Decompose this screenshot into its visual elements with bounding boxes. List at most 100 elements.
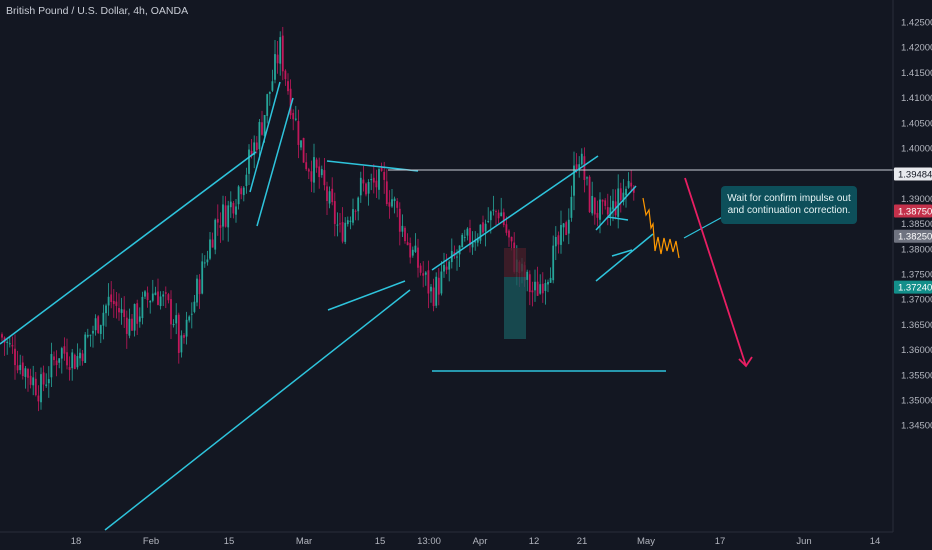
candle [131, 313, 133, 331]
candle [66, 338, 68, 370]
candle [133, 303, 136, 337]
candle [162, 291, 165, 307]
candle [352, 198, 354, 226]
time-tick-label: May [637, 536, 655, 547]
candle [89, 334, 92, 347]
channel-upper-trendline[interactable] [0, 151, 257, 345]
candle [424, 270, 427, 286]
candle [300, 140, 302, 151]
chart-drawings [0, 81, 932, 531]
candle [393, 196, 396, 214]
candle [198, 274, 201, 309]
candle [16, 350, 19, 374]
spike-wedge-line-1[interactable] [249, 81, 281, 193]
candle [266, 93, 269, 124]
candle [284, 69, 287, 86]
svg-text:1.39484: 1.39484 [898, 170, 932, 181]
candle [401, 214, 404, 237]
candle [248, 144, 250, 186]
chart-title: British Pound / U.S. Dollar, 4h, OANDA [6, 5, 189, 17]
time-axis[interactable]: 18 Feb 15 Mar 15 13:00 Apr 12 21 May 17 Jun 14 [0, 531, 893, 547]
candle [302, 137, 305, 163]
candle [97, 315, 100, 335]
flag-lower-line[interactable] [595, 233, 654, 282]
candle [136, 299, 139, 335]
chart-annotation[interactable]: Wait for confirm impulse out and continu… [721, 186, 857, 224]
candle [437, 268, 440, 306]
candle [567, 208, 570, 245]
candle [141, 291, 144, 325]
time-tick-label: 17 [715, 536, 726, 547]
candle [185, 311, 188, 345]
spike-wedge-line-2[interactable] [256, 97, 294, 227]
bearish-arrow-shaft[interactable] [684, 177, 747, 367]
price-label-red: 1.38750 [894, 204, 932, 218]
time-tick-label: Jun [796, 536, 811, 547]
time-tick-label: 14 [870, 536, 881, 547]
april-ascending-trendline[interactable] [431, 155, 599, 271]
position-stop-zone[interactable] [504, 248, 526, 277]
candle [268, 91, 271, 106]
candle [219, 212, 222, 243]
candle [81, 349, 84, 366]
candle [341, 207, 344, 244]
annotation-connector [683, 213, 729, 239]
candle [578, 156, 581, 178]
candle [279, 31, 282, 76]
price-label-white: 1.39484 [894, 167, 932, 181]
candle [372, 164, 375, 194]
candle [34, 371, 37, 397]
candle [151, 279, 154, 303]
candle [175, 303, 178, 335]
candle [183, 333, 185, 344]
candle [331, 177, 334, 206]
candle [622, 179, 625, 206]
triangle-lower-line[interactable] [327, 280, 406, 311]
price-tick-label: 1.34500 [901, 421, 932, 432]
price-tick-label: 1.36000 [901, 345, 932, 356]
candle [586, 176, 588, 186]
candle [73, 353, 76, 370]
candle [289, 79, 292, 119]
candle [255, 136, 258, 154]
time-tick-label: 13:00 [417, 536, 441, 547]
candle [318, 157, 321, 189]
candle [209, 232, 211, 261]
flag-base-line[interactable] [611, 249, 633, 257]
candle [614, 189, 617, 220]
candle [79, 348, 81, 366]
candle [84, 332, 87, 363]
candle [229, 191, 232, 218]
candle [261, 110, 263, 136]
price-tick-label: 1.40500 [901, 118, 932, 129]
channel-lower-trendline[interactable] [104, 289, 411, 531]
candle [253, 135, 256, 169]
time-tick-label: 21 [577, 536, 588, 547]
triangle-upper-line[interactable] [326, 160, 419, 172]
candle [188, 315, 191, 323]
candle [362, 165, 365, 192]
candle [37, 385, 40, 412]
candle [232, 201, 235, 219]
time-tick-label: 12 [529, 536, 540, 547]
flag-upper-line[interactable] [595, 185, 637, 231]
candle [482, 215, 484, 236]
candle [177, 312, 180, 364]
candle [211, 232, 214, 248]
projection-path[interactable] [642, 197, 680, 259]
time-tick-label: Apr [473, 536, 488, 547]
price-axis[interactable]: 1.42500 1.42000 1.41500 1.41000 1.40500 1.400… [892, 0, 932, 532]
candle [609, 195, 612, 226]
position-target-zone[interactable] [504, 277, 526, 339]
candle [24, 365, 27, 389]
candle [388, 190, 391, 219]
candle [1, 332, 3, 342]
candle [536, 266, 539, 297]
candle [123, 296, 126, 328]
candle [107, 283, 110, 316]
candle [193, 295, 196, 314]
candle [276, 40, 279, 74]
flag-mid-line[interactable] [607, 216, 629, 221]
candle [419, 263, 422, 276]
